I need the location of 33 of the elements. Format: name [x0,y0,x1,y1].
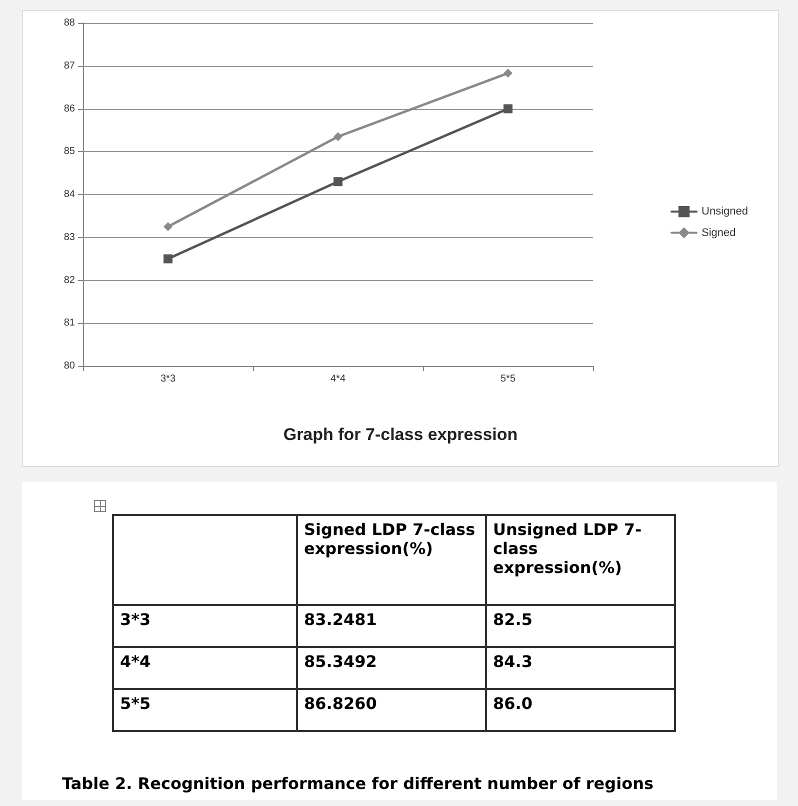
text: 84.3 [486,647,675,689]
text: Graph for 7-class expression [283,425,518,444]
legend-label: Unsigned [702,206,748,218]
point [504,104,512,114]
text: 83.2481 [297,605,486,647]
x-tick-label: 5*5 [500,374,516,384]
y-tick-label: 83 [64,232,76,243]
category-label: 3*3 [113,605,297,647]
point [504,68,512,78]
point [164,254,172,264]
text: 86.8260 [297,689,486,731]
x-tick-label: 3*3 [160,374,176,384]
y-tick-label: 86 [64,103,76,114]
y-tick-label: 81 [64,318,76,329]
y-tick-label: 80 [64,360,76,372]
category-label: 5*5 [113,689,297,731]
text: 82.5 [486,605,675,647]
caption: Table 2. Recognition performance for different number of regions [62,774,654,793]
y-tick-label: 84 [64,189,76,200]
y-tick-label: 85 [64,146,76,158]
legend-label: Signed [702,226,736,239]
y-tick-label: 82 [64,274,76,286]
text: Unsigned LDP 7-class expression(%) [486,515,675,605]
text: 86.0 [486,689,675,731]
point [334,132,342,142]
category-label: 4*4 [113,647,297,689]
y-tick-label: 88 [64,18,76,28]
point [164,222,172,232]
point [334,177,342,186]
text: Signed LDP 7-class expression(%) [297,515,486,605]
text: 85.3492 [297,647,486,689]
y-tick-label: 87 [64,60,76,72]
x-tick-label: 4*4 [330,374,346,384]
